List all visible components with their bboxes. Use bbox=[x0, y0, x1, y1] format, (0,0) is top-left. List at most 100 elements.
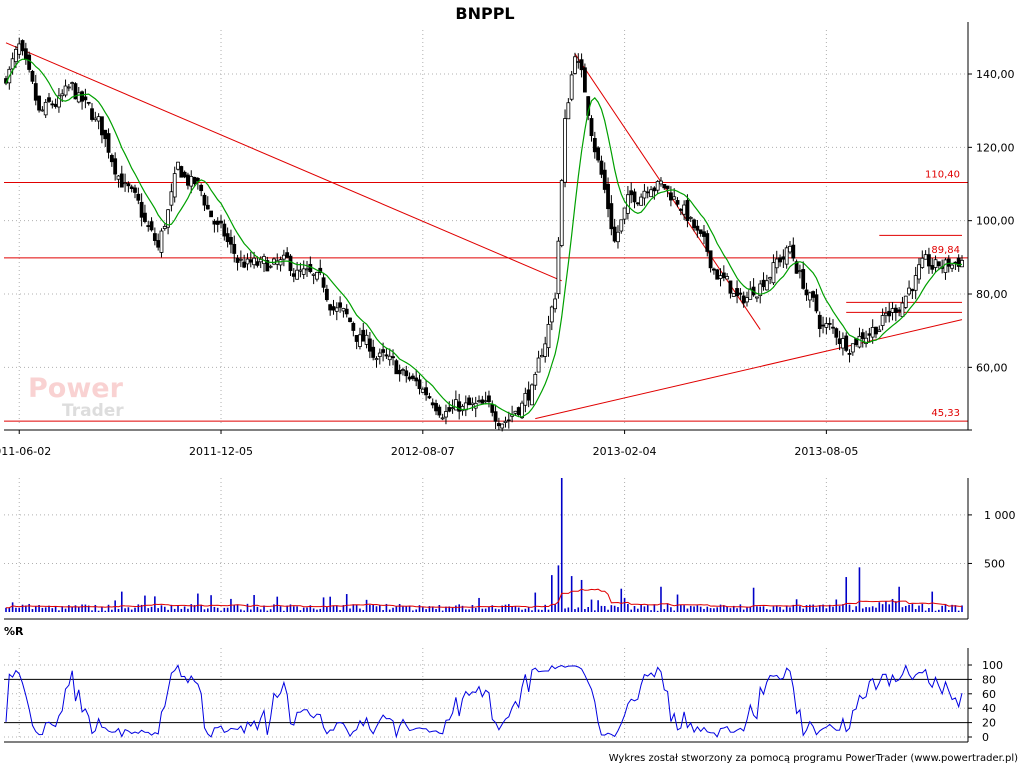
candle-body bbox=[27, 54, 32, 70]
candle-body bbox=[936, 261, 941, 267]
candle-body bbox=[63, 85, 68, 96]
candle-body bbox=[487, 395, 491, 403]
candle-body bbox=[943, 259, 948, 273]
candle-body bbox=[414, 377, 419, 382]
candle-body bbox=[516, 407, 521, 416]
candle-body bbox=[662, 184, 667, 189]
candle-body bbox=[589, 118, 594, 137]
candle-body bbox=[771, 262, 776, 284]
candle-body bbox=[404, 370, 409, 377]
x-tick-label: 2011-12-05 bbox=[189, 445, 253, 458]
candle-body bbox=[784, 247, 789, 265]
candle-body bbox=[659, 180, 663, 185]
candle-body bbox=[285, 252, 290, 258]
candle-body bbox=[176, 161, 180, 170]
candle-body bbox=[556, 240, 561, 295]
volume-tick-label: 500 bbox=[984, 557, 1005, 570]
candle-body bbox=[602, 169, 607, 190]
candle-body bbox=[675, 200, 680, 205]
powertrader-watermark: Power Trader bbox=[28, 373, 124, 421]
candle-body bbox=[166, 209, 170, 228]
candle-body bbox=[199, 184, 204, 192]
candle-body bbox=[10, 58, 15, 70]
candle-body bbox=[764, 280, 769, 291]
candle-body bbox=[447, 407, 452, 412]
candle-body bbox=[281, 254, 286, 260]
candle-body bbox=[483, 400, 488, 403]
candle-body bbox=[649, 189, 653, 198]
candle-body bbox=[143, 212, 147, 222]
candle-body bbox=[755, 296, 759, 299]
candle-body bbox=[893, 307, 898, 313]
candle-body bbox=[913, 275, 918, 291]
candle-body bbox=[295, 269, 300, 280]
candle-body bbox=[361, 329, 366, 342]
candle-body bbox=[60, 93, 65, 97]
candle-body bbox=[238, 258, 243, 261]
candle-body bbox=[900, 302, 905, 317]
candle-body bbox=[761, 279, 766, 288]
candle-body bbox=[569, 74, 574, 100]
candle-body bbox=[123, 182, 127, 185]
candle-body bbox=[864, 337, 868, 344]
candle-body bbox=[212, 220, 217, 225]
candle-body bbox=[923, 254, 928, 260]
candle-body bbox=[539, 354, 544, 358]
candle-body bbox=[50, 103, 55, 106]
candle-body bbox=[917, 264, 921, 280]
candle-body bbox=[96, 116, 101, 122]
candle-body bbox=[668, 192, 673, 201]
candle-body bbox=[920, 257, 925, 268]
candle-body bbox=[76, 92, 81, 103]
candle-body bbox=[725, 276, 730, 280]
price-candles bbox=[4, 37, 964, 432]
candle-body bbox=[53, 103, 58, 107]
candle-body bbox=[321, 277, 326, 288]
candle-body bbox=[500, 423, 505, 429]
candle-body bbox=[407, 376, 412, 380]
candle-body bbox=[622, 207, 627, 220]
candle-body bbox=[847, 352, 852, 355]
candle-body bbox=[311, 273, 316, 276]
candle-body bbox=[821, 324, 825, 327]
candle-body bbox=[702, 231, 706, 237]
candle-body bbox=[331, 306, 336, 311]
candle-body bbox=[612, 226, 617, 242]
candle-body bbox=[609, 203, 614, 230]
candle-body bbox=[109, 154, 114, 163]
candle-body bbox=[877, 329, 882, 332]
price-moving-average bbox=[5, 58, 963, 418]
candle-body bbox=[57, 95, 61, 108]
candle-body bbox=[712, 268, 716, 271]
candle-body bbox=[391, 356, 395, 359]
candle-body bbox=[20, 40, 25, 52]
candle-body bbox=[576, 61, 581, 63]
wr-tick-label: 80 bbox=[982, 673, 996, 686]
candle-body bbox=[457, 401, 462, 412]
candle-body bbox=[113, 158, 118, 175]
moving-average-line bbox=[5, 58, 963, 418]
candle-body bbox=[430, 402, 435, 406]
candle-body bbox=[480, 399, 485, 404]
candle-body bbox=[596, 147, 601, 161]
candle-body bbox=[354, 334, 359, 342]
footer-credit: Wykres został stworzony za pomocą progra… bbox=[609, 753, 1018, 764]
price-levels: 110,40 89,84 45,33 bbox=[4, 42, 968, 422]
candle-body bbox=[344, 308, 349, 315]
candle-body bbox=[860, 332, 865, 339]
candle-body bbox=[665, 185, 670, 189]
candle-body bbox=[229, 237, 233, 245]
candle-body bbox=[553, 298, 558, 310]
wr-tick-label: 20 bbox=[982, 717, 996, 730]
x-tick-label: 2013-08-05 bbox=[794, 445, 858, 458]
candle-body bbox=[387, 355, 392, 361]
wr-tick-label: 0 bbox=[982, 731, 989, 744]
candle-body bbox=[272, 258, 276, 265]
candle-body bbox=[374, 358, 379, 361]
candle-body bbox=[305, 268, 309, 271]
candle-body bbox=[384, 354, 389, 357]
volume-panel: 1 000 500 bbox=[4, 478, 1016, 620]
candle-body bbox=[645, 191, 650, 194]
y-tick-label: 80,00 bbox=[976, 288, 1008, 301]
